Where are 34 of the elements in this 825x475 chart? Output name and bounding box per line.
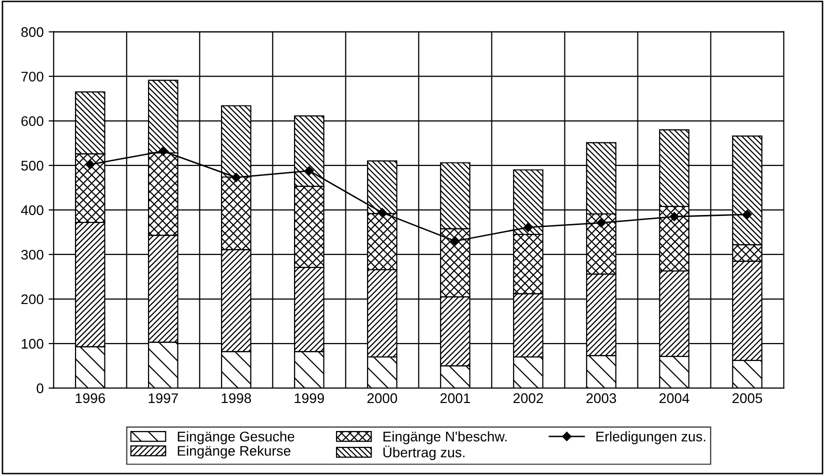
x-tick-label: 2000	[367, 393, 398, 404]
point	[304, 166, 314, 176]
point	[524, 222, 533, 232]
y-tick-label: 800	[21, 27, 44, 37]
x-tick-label: 2003	[586, 393, 616, 404]
y-tick-label: 400	[21, 205, 44, 216]
y-tick-label: 700	[21, 72, 44, 82]
x-tick-label: 2005	[732, 393, 762, 404]
x-tick-label: 2004	[659, 393, 690, 404]
point	[232, 172, 241, 182]
x-tick-label: 2002	[513, 393, 543, 404]
y-tick-label: 500	[21, 160, 44, 171]
legend-label: Erledigungen zus.	[596, 431, 706, 444]
legend-label: Eingänge Gesuche	[178, 431, 294, 444]
point	[378, 208, 387, 218]
point	[450, 236, 460, 246]
point	[86, 160, 95, 170]
legend-label: Eingänge N'beschw.	[384, 431, 507, 444]
y-tick-label: 300	[21, 250, 44, 260]
y-tick-label: 200	[21, 294, 44, 304]
x-tick-label: 1999	[294, 393, 324, 404]
y-tick-label: 0	[36, 383, 44, 394]
y-tick-label: 100	[22, 338, 44, 349]
point	[670, 212, 679, 222]
x-tick-label: 1997	[148, 393, 178, 404]
legend-label: Eingänge Rekurse	[178, 446, 290, 459]
y-tick-label: 600	[21, 116, 44, 126]
point	[742, 210, 752, 220]
legend-label: Übertrag zus.	[383, 446, 464, 460]
x-tick-label: 1998	[222, 393, 251, 404]
point	[596, 218, 606, 228]
x-tick-label: 2001	[440, 393, 470, 404]
x-tick-label: 1996	[76, 393, 105, 404]
point	[158, 146, 168, 156]
